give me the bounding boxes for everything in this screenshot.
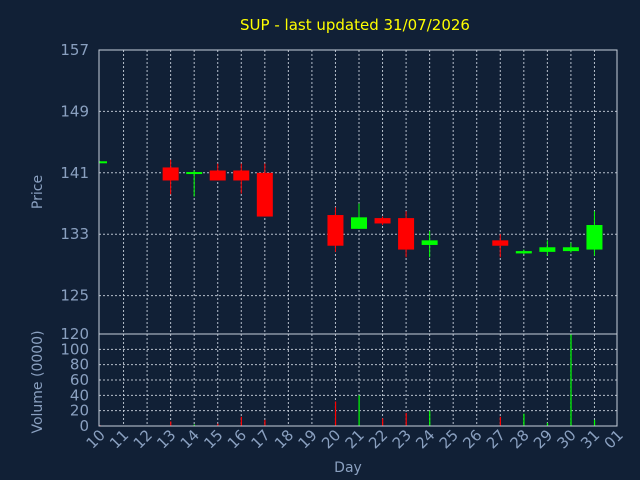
candle-body [99, 161, 107, 164]
x-tick-label: 16 [224, 426, 250, 452]
candle-body [586, 225, 603, 250]
price-series [99, 159, 603, 258]
volume-tick-label: 20 [70, 402, 89, 420]
candle-body [351, 217, 367, 229]
price-tick-label: 120 [60, 325, 89, 343]
candle-body [233, 170, 250, 181]
price-tick-label: 125 [60, 287, 89, 305]
x-tick-label: 28 [506, 426, 532, 452]
volume-bar [264, 419, 266, 426]
candle-body [209, 170, 226, 181]
volume-axis-label: Volume (0000) [30, 330, 46, 433]
candle-body [562, 247, 579, 252]
volume-bar [570, 334, 572, 426]
x-tick-label: 27 [483, 426, 509, 452]
volume-bar [499, 416, 501, 426]
candle-body [162, 167, 179, 181]
volume-bar [240, 416, 242, 426]
x-tick-label: 11 [106, 426, 132, 452]
x-axis-label: Day [334, 460, 362, 476]
x-tick-label: 22 [365, 426, 391, 452]
volume-tick-label: 40 [70, 386, 89, 404]
candle-body [539, 247, 556, 252]
volume-bar [523, 413, 525, 426]
volume-bar [334, 401, 337, 426]
volume-tick-label: 80 [70, 356, 89, 374]
chart-title: SUP - last updated 31/07/2026 [240, 16, 470, 34]
candle-body [256, 172, 273, 217]
candle-body [186, 172, 203, 175]
volume-bar [170, 421, 172, 426]
price-tick-label: 157 [60, 41, 89, 59]
x-tick-label: 24 [412, 426, 438, 452]
volume-series [99, 334, 596, 426]
x-tick-label: 18 [271, 426, 297, 452]
x-tick-label: 23 [389, 426, 415, 452]
volume-plot-frame [98, 333, 618, 427]
x-tick-label: 17 [247, 426, 273, 452]
candle-body [398, 218, 415, 250]
x-tick-label: 29 [530, 426, 556, 452]
price-tick-label: 133 [60, 225, 89, 243]
tick-labels: 1571491411331251200204060801001011121314… [60, 41, 626, 452]
volume-bar [358, 395, 360, 426]
grid-lines [99, 50, 617, 426]
volume-bar [593, 419, 596, 426]
x-tick-label: 01 [601, 426, 627, 452]
candle-body [374, 218, 391, 224]
price-tick-label: 141 [60, 164, 89, 182]
volume-bar [429, 410, 431, 426]
volume-bar [546, 422, 549, 426]
x-tick-label: 19 [295, 426, 321, 452]
price-plot-frame [98, 49, 618, 335]
price-axis-label: Price [30, 175, 46, 209]
candle-body [492, 240, 509, 246]
volume-bar [405, 412, 407, 426]
x-tick-label: 21 [342, 426, 368, 452]
candle-body [515, 251, 532, 254]
x-tick-label: 25 [436, 426, 462, 452]
volume-bar [193, 424, 195, 426]
price-tick-label: 149 [60, 102, 89, 120]
volume-tick-label: 100 [60, 340, 89, 358]
x-tick-label: 13 [153, 426, 179, 452]
x-tick-label: 31 [577, 426, 603, 452]
volume-tick-label: 0 [79, 417, 89, 435]
x-tick-label: 12 [130, 426, 156, 452]
x-tick-label: 20 [318, 426, 344, 452]
volume-bar [382, 418, 384, 426]
x-tick-label: 26 [459, 426, 485, 452]
x-tick-label: 30 [554, 426, 580, 452]
x-tick-label: 14 [177, 426, 203, 452]
volume-bar [217, 423, 219, 426]
candle-body [421, 240, 438, 245]
candle-body [327, 215, 344, 246]
volume-tick-label: 60 [70, 371, 89, 389]
x-tick-label: 15 [200, 426, 226, 452]
